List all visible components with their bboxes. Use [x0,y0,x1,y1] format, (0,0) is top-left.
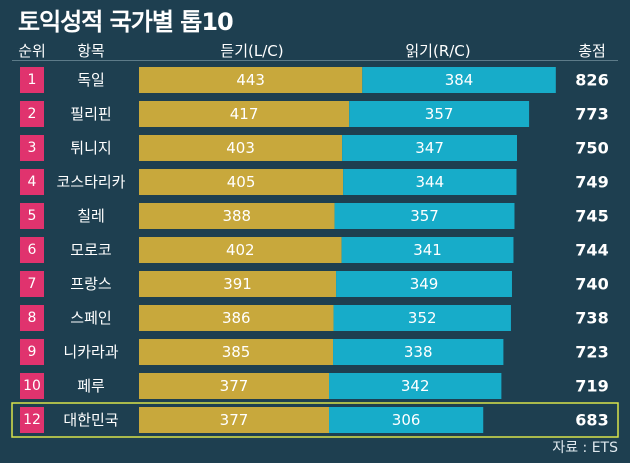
header-rank: 순위 [18,42,46,60]
listening-value: 417 [230,105,259,123]
reading-bar [342,135,517,161]
listening-bar [139,339,334,365]
rank-badge [20,407,44,433]
listening-bar [139,101,350,127]
reading-value: 341 [413,241,442,259]
listening-value: 443 [236,71,265,89]
category-label: 필리핀 [70,105,111,123]
rank-label: 6 [28,242,37,258]
listening-value: 386 [222,309,251,327]
category-label: 코스타리카 [56,173,125,191]
listening-value: 403 [226,139,255,157]
reading-value: 352 [408,309,437,327]
rank-label: 8 [28,310,37,326]
rank-badge [20,101,44,127]
rank-badge [20,135,44,161]
header-item: 항목 [77,42,105,60]
rank-badge [20,237,44,263]
total-value: 738 [575,309,608,328]
listening-bar [139,203,335,229]
rank-label: 3 [28,140,37,156]
header-divider [12,60,618,61]
reading-bar [329,373,502,399]
reading-bar [334,203,515,229]
rank-label: 10 [23,378,41,394]
listening-value: 405 [227,173,256,191]
reading-bar [336,271,512,297]
category-label: 독일 [77,71,105,89]
header-listening: 듣기(L/C) [220,42,284,60]
column-header: 순위 항목 듣기(L/C) 읽기(R/C) 총점 [0,38,630,60]
total-value: 745 [575,207,608,226]
total-value: 744 [575,241,608,260]
total-value: 773 [575,105,608,124]
reading-bar [333,305,511,331]
source-note: 자료 : ETS [552,440,618,456]
rank-badge [20,305,44,331]
category-label: 대한민국 [63,411,118,429]
reading-bar [362,67,556,93]
rank-badge [20,339,44,365]
category-label: 칠레 [77,207,105,225]
rank-label: 5 [28,208,37,224]
listening-bar [139,67,363,93]
reading-value: 347 [415,139,444,157]
total-value: 740 [575,275,608,294]
rank-badge [20,373,44,399]
rank-label: 4 [28,174,37,190]
category-label: 페루 [77,377,105,395]
header-reading: 읽기(R/C) [405,42,471,60]
listening-bar [139,373,330,399]
total-value: 723 [575,343,608,362]
reading-value: 306 [392,411,421,429]
reading-bar [341,237,514,263]
listening-value: 377 [220,377,249,395]
reading-value: 357 [425,105,454,123]
listening-value: 385 [222,343,251,361]
listening-value: 388 [222,207,251,225]
rank-badge [20,203,44,229]
total-value: 826 [575,71,608,90]
reading-bar [343,169,517,195]
listening-value: 402 [226,241,255,259]
rank-label: 12 [23,412,41,428]
listening-value: 391 [223,275,252,293]
reading-bar [333,339,504,365]
reading-bar [329,407,484,433]
header-total: 총점 [578,42,606,60]
total-value: 683 [575,411,608,430]
total-value: 719 [575,377,608,396]
reading-value: 384 [445,71,474,89]
category-label: 튀니지 [70,139,111,157]
rank-badge [20,67,44,93]
reading-value: 338 [404,343,433,361]
listening-value: 377 [220,411,249,429]
reading-value: 357 [410,207,439,225]
listening-bar [139,169,344,195]
rank-label: 9 [28,344,37,360]
listening-bar [139,271,337,297]
category-label: 모로코 [70,241,111,259]
reading-value: 349 [410,275,439,293]
listening-bar [139,407,330,433]
category-label: 프랑스 [70,275,112,293]
reading-value: 342 [401,377,430,395]
listening-bar [139,135,343,161]
rank-label: 7 [28,276,37,292]
reading-value: 344 [415,173,444,191]
rank-label: 2 [28,106,37,122]
listening-bar [139,305,334,331]
highlight-box [11,402,619,438]
listening-bar [139,237,342,263]
rank-badge [20,271,44,297]
category-label: 스페인 [70,309,111,327]
category-label: 니카라과 [63,343,118,361]
reading-bar [349,101,530,127]
total-value: 749 [575,173,608,192]
rank-badge [20,169,44,195]
chart-title: 토익성적 국가별 톱10 [18,8,234,36]
total-value: 750 [575,139,608,158]
rank-label: 1 [28,72,37,88]
